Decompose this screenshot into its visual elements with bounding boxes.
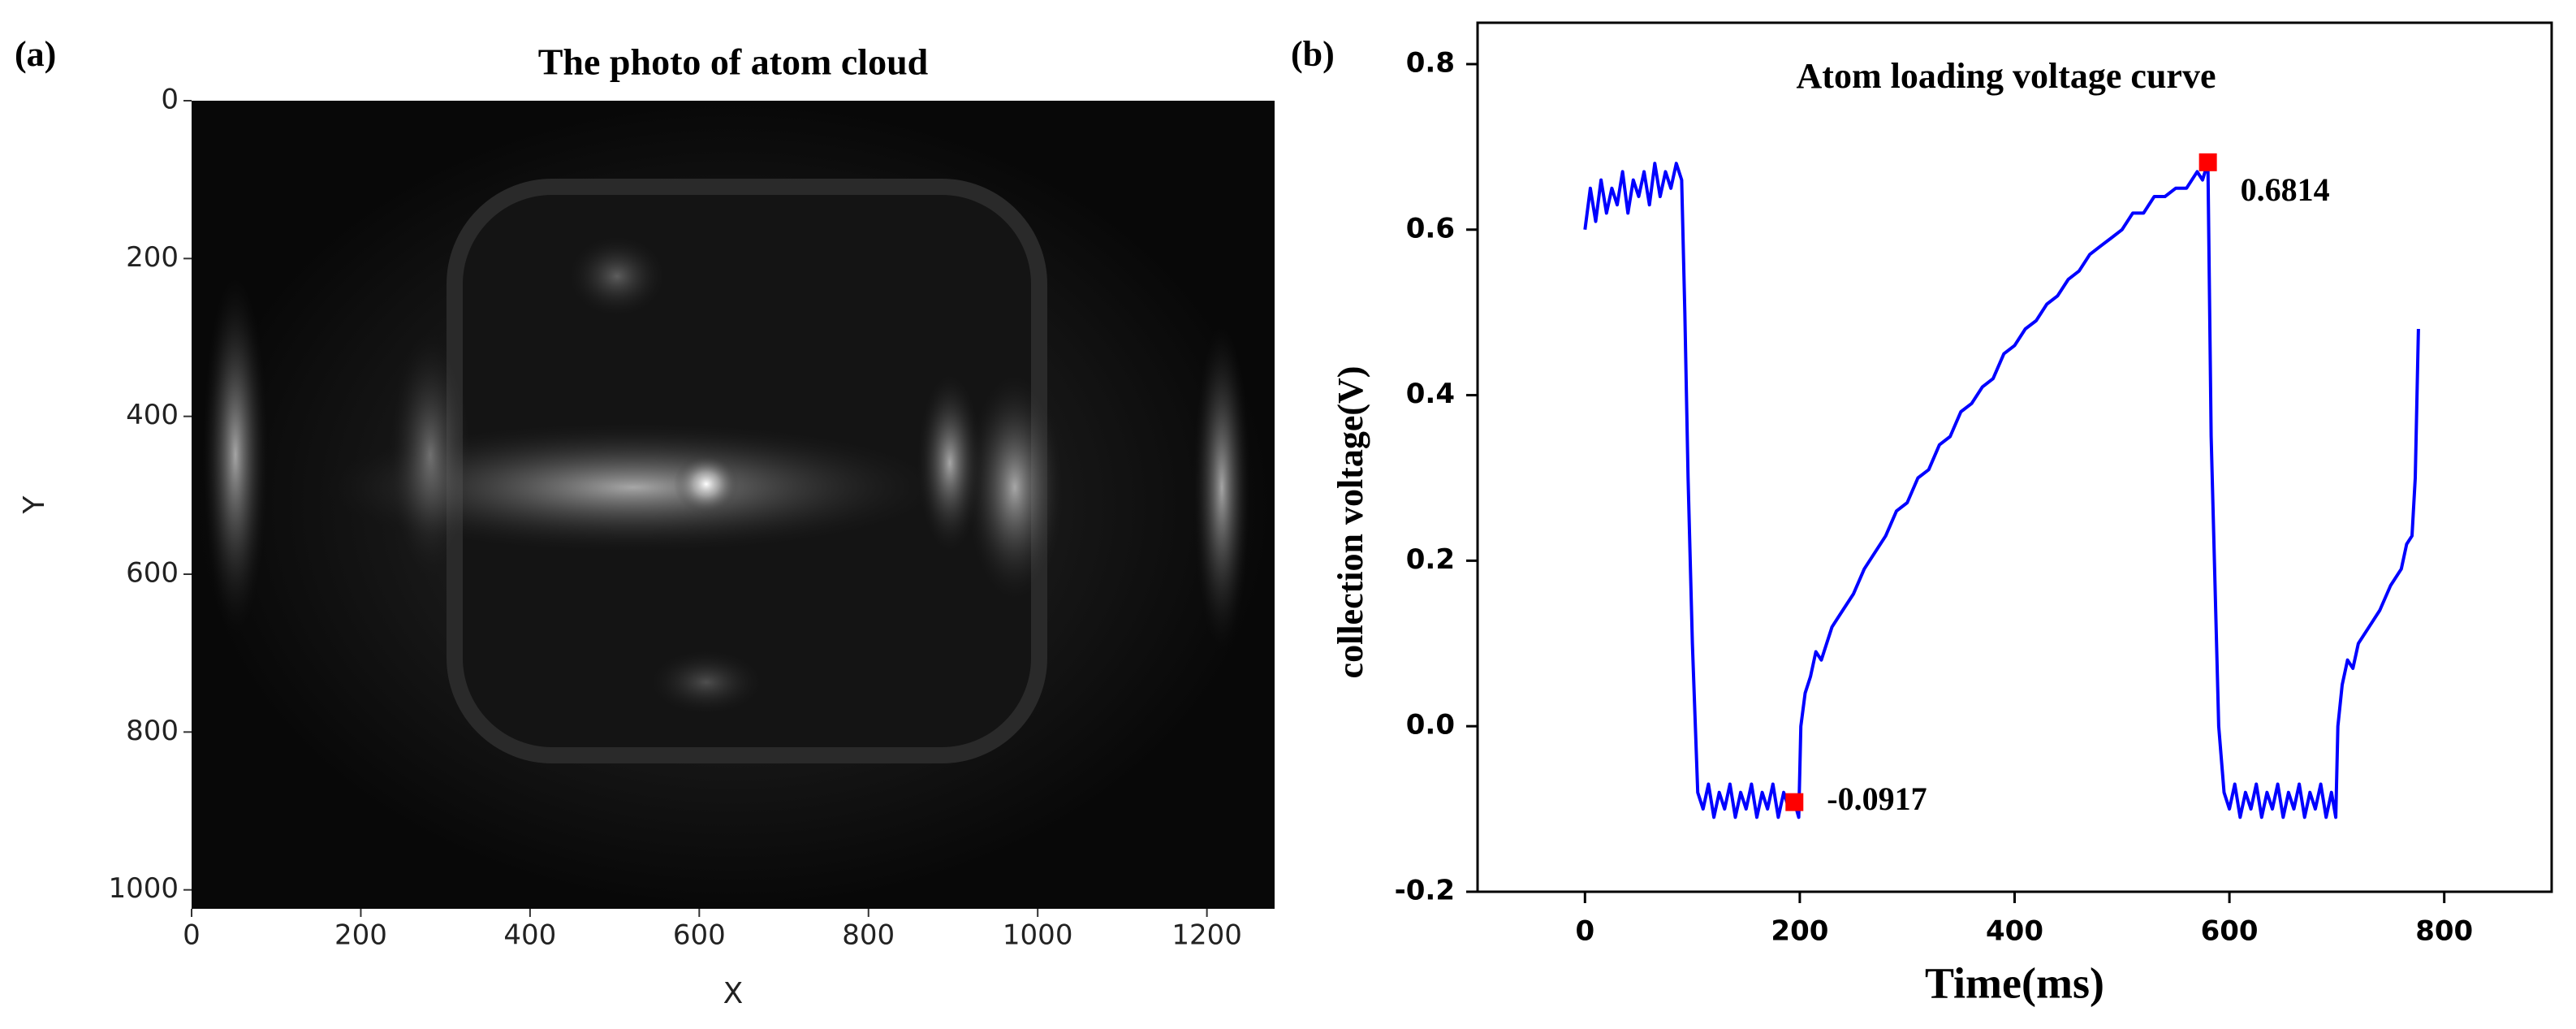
panel-label: (a) xyxy=(15,34,56,74)
chart-title: Atom loading voltage curve xyxy=(1797,56,2216,96)
chart-title: The photo of atom cloud xyxy=(538,41,929,83)
x-tick-label: 400 xyxy=(503,919,556,952)
x-tick-label: 600 xyxy=(2201,915,2259,948)
x-axis-label: X xyxy=(723,977,744,1010)
data-label: 0.6814 xyxy=(2241,171,2330,208)
photo xyxy=(192,101,1275,909)
y-tick-label: 600 xyxy=(126,557,179,590)
plot-frame xyxy=(1476,21,2553,893)
y-tick-label: 0.0 xyxy=(1406,709,1455,741)
y-tick-label: 0 xyxy=(161,84,179,116)
x-tick-label: 0 xyxy=(1575,915,1594,948)
data-label: -0.0917 xyxy=(1827,780,1927,817)
y-tick-label: 1000 xyxy=(108,872,179,905)
y-axis-label: Y xyxy=(18,495,51,515)
x-tick-label: 800 xyxy=(2415,915,2473,948)
y-tick-label: 0.6 xyxy=(1406,212,1455,244)
y-tick-label: 200 xyxy=(126,241,179,274)
y-tick-label: 400 xyxy=(126,399,179,431)
y-tick-label: 0.2 xyxy=(1406,543,1455,576)
panel-label: (b) xyxy=(1291,34,1335,74)
y-tick-label: -0.2 xyxy=(1395,875,1455,907)
marker xyxy=(1785,793,1804,811)
x-tick-label: 600 xyxy=(673,919,726,952)
x-tick-label: 400 xyxy=(1986,915,2043,948)
y-tick-label: 0.8 xyxy=(1406,46,1455,79)
x-tick-label: 1000 xyxy=(1003,919,1073,952)
x-tick-label: 200 xyxy=(1771,915,1828,948)
x-tick-label: 1200 xyxy=(1171,919,1242,952)
y-axis-label: collection voltage(V) xyxy=(1331,366,1370,679)
x-tick-label: 800 xyxy=(842,919,895,952)
y-tick-label: 800 xyxy=(126,715,179,747)
y-tick-label: 0.4 xyxy=(1406,378,1455,410)
x-axis-label: Time(ms) xyxy=(1925,958,2104,1007)
x-tick-label: 0 xyxy=(183,919,201,952)
marker xyxy=(2198,153,2217,171)
x-tick-label: 200 xyxy=(334,919,387,952)
line-series xyxy=(1583,160,2420,819)
